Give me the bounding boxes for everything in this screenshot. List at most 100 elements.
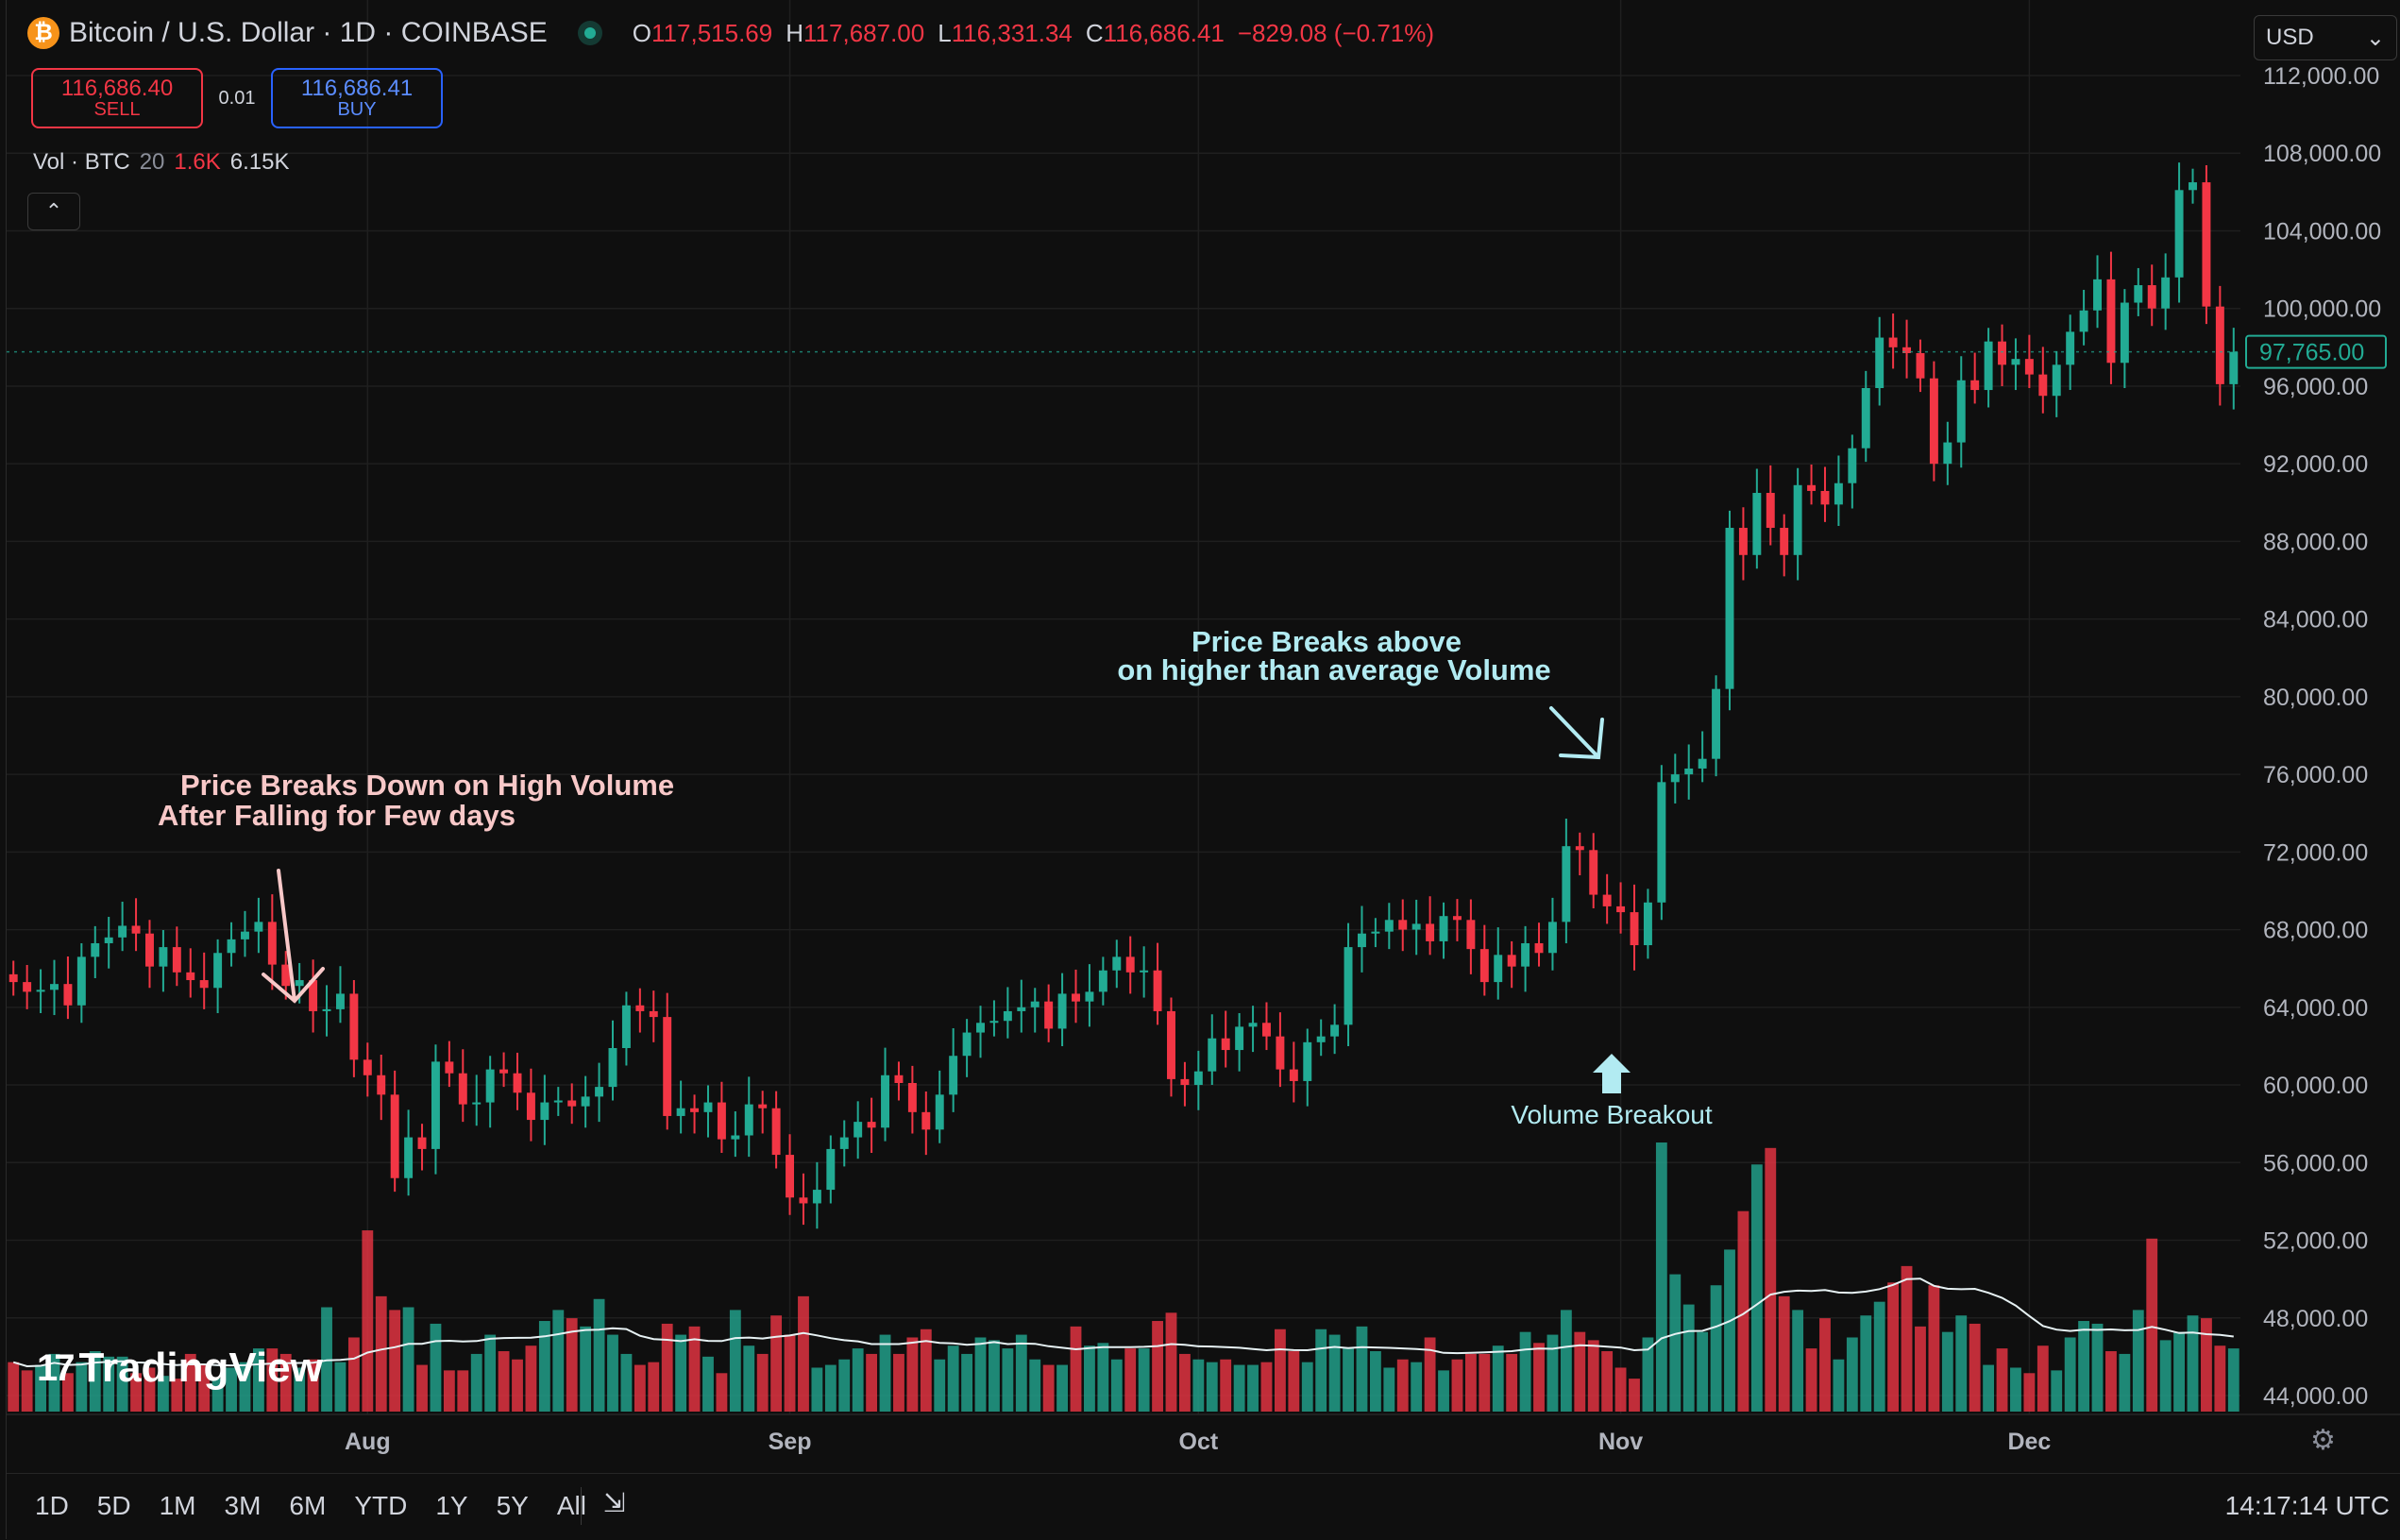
candle-body <box>213 953 223 989</box>
candle-body <box>1848 448 1857 483</box>
volume-bar <box>1778 1295 1790 1412</box>
volume-bar <box>947 1345 959 1412</box>
volume-bar <box>1383 1367 1395 1412</box>
candle-body <box>1085 991 1094 1002</box>
candle-body <box>240 931 249 939</box>
candle-body <box>2202 182 2211 307</box>
spread-value: 0.01 <box>218 87 256 109</box>
chevron-up-icon[interactable]: ⌃ <box>27 193 80 230</box>
candle-body <box>717 1102 726 1140</box>
candle-body <box>1970 380 1980 391</box>
candle-body <box>2215 306 2224 384</box>
price-axis[interactable]: 112,000.00 108,000.00 104,000.00 100,000.00… <box>7 63 2387 1410</box>
candle-body <box>812 1190 821 1204</box>
range-1y[interactable]: 1Y <box>435 1491 468 1520</box>
volume-bar <box>2187 1315 2199 1412</box>
candle-body <box>1330 1024 1340 1037</box>
sell-button[interactable]: 116,686.40 SELL <box>31 68 203 128</box>
range-all[interactable]: All <box>556 1491 586 1520</box>
settings-icon[interactable]: ⚙ <box>2310 1425 2336 1456</box>
volume-bar <box>1669 1274 1682 1412</box>
symbol-header: ₿ Bitcoin / U.S. Dollar · 1D · COINBASE … <box>27 17 1434 49</box>
candle-body <box>485 1069 495 1103</box>
volume-bar <box>347 1337 360 1412</box>
volume-bar <box>1655 1142 1667 1412</box>
candle-body <box>1494 955 1503 983</box>
volume-bar <box>566 1318 578 1412</box>
candle-body <box>390 1094 399 1178</box>
volume-bar <box>1969 1323 1981 1412</box>
volume-legend[interactable]: Vol · BTC 20 1.6K 6.15K <box>33 149 290 176</box>
volume-bar <box>580 1326 592 1412</box>
volume-ma-value: 6.15K <box>229 149 290 175</box>
range-5d[interactable]: 5D <box>96 1491 131 1520</box>
candle-body <box>1167 1010 1175 1079</box>
volume-bar <box>593 1298 605 1412</box>
volume-bar <box>130 1373 142 1412</box>
volume-bar <box>974 1337 987 1412</box>
volume-bar <box>1560 1310 1572 1412</box>
range-3m[interactable]: 3M <box>224 1491 262 1520</box>
chart-frame: 112,000.00 108,000.00 104,000.00 100,000.00… <box>6 0 2400 1539</box>
range-1d[interactable]: 1D <box>35 1491 69 1520</box>
price-chart[interactable]: 112,000.00 108,000.00 104,000.00 100,000.00… <box>7 0 2400 1473</box>
volume-bar <box>1574 1331 1586 1412</box>
candle-body <box>431 1061 440 1149</box>
low-label: L <box>938 18 952 47</box>
candle-body <box>1998 341 2007 365</box>
candle-body <box>1235 1026 1244 1051</box>
volume-bar <box>811 1367 823 1412</box>
range-ytd[interactable]: YTD <box>354 1491 408 1520</box>
candle-body <box>867 1122 876 1128</box>
volume-bar <box>702 1356 714 1412</box>
volume-bar <box>838 1359 851 1412</box>
volume-bars <box>8 1142 2239 1412</box>
volume-bar <box>1097 1343 1109 1412</box>
range-6m[interactable]: 6M <box>289 1491 327 1520</box>
buy-label: BUY <box>337 99 377 121</box>
volume-bar <box>2173 1331 2185 1412</box>
volume-length: 20 <box>139 149 165 175</box>
candle-body <box>254 922 263 932</box>
volume-bar <box>525 1345 537 1412</box>
volume-bar <box>1165 1312 1177 1412</box>
candle-body <box>227 939 236 954</box>
volume-bar <box>443 1370 455 1412</box>
candle-body <box>1766 493 1775 529</box>
volume-bar <box>1955 1315 1968 1412</box>
candle-body <box>567 1100 577 1107</box>
candle-body <box>1902 347 1912 353</box>
time-axis[interactable]: Aug Sep Oct Nov Dec <box>345 1429 2051 1455</box>
volume-bar <box>1015 1334 1027 1412</box>
volume-bar <box>2119 1353 2131 1412</box>
candle-body <box>1712 688 1721 759</box>
currency-select[interactable]: USD ⌄ <box>2254 15 2397 60</box>
volume-bar <box>21 1370 33 1412</box>
volume-bar <box>8 1362 20 1412</box>
volume-bar <box>784 1334 796 1412</box>
market-status-icon <box>577 21 602 45</box>
candle-body <box>553 1100 563 1103</box>
candle-body <box>1411 923 1421 930</box>
candle-body <box>1180 1078 1190 1086</box>
candle-body <box>76 956 86 1006</box>
volume-bar <box>716 1373 728 1412</box>
range-5y[interactable]: 5Y <box>496 1491 529 1520</box>
buy-button[interactable]: 116,686.41 BUY <box>271 68 443 128</box>
time-tick-label: Sep <box>769 1429 812 1455</box>
range-1m[interactable]: 1M <box>159 1491 196 1520</box>
volume-bar <box>1941 1331 1953 1412</box>
volume-bar <box>321 1307 332 1412</box>
candle-body <box>131 925 141 934</box>
candle-body <box>1003 1010 1012 1022</box>
volume-bar <box>171 1379 183 1412</box>
candle-body <box>2066 331 2075 365</box>
go-to-date-icon[interactable]: ⇲ <box>603 1488 626 1517</box>
clock[interactable]: 14:17:14 UTC <box>2224 1491 2390 1520</box>
symbol-title[interactable]: Bitcoin / U.S. Dollar · 1D · COINBASE <box>69 17 548 48</box>
candle-body <box>1943 442 1952 465</box>
volume-bar <box>1233 1364 1245 1412</box>
candle-body <box>907 1083 917 1112</box>
candle-body <box>1193 1071 1203 1086</box>
candle-body <box>1670 774 1680 783</box>
